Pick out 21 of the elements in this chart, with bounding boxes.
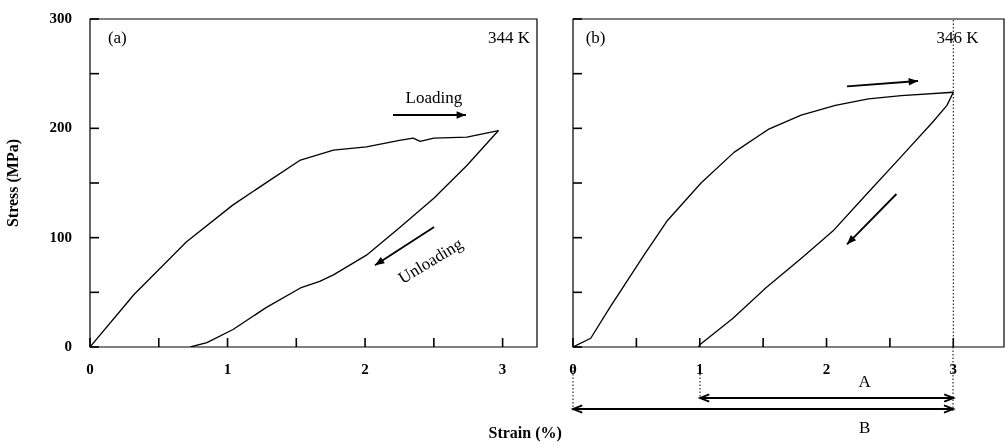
y-tick-label: 100	[49, 228, 72, 245]
annotation: Loading	[405, 88, 463, 108]
x-tick-label: 2	[361, 360, 369, 377]
x-tick-label: 0	[569, 360, 577, 377]
x-tick-label: 3	[949, 360, 958, 377]
x-tick-label: 1	[696, 360, 704, 377]
y-axis-title: Stress (MPa)	[3, 138, 22, 228]
y-tick-label: 200	[49, 119, 72, 136]
x-tick-label: 0	[86, 360, 94, 377]
x-tick-label: 1	[223, 360, 232, 377]
x-axis-title: Strain (%)	[488, 424, 562, 442]
y-tick-label: 300	[49, 9, 72, 26]
annotation: (a)	[107, 28, 127, 48]
x-tick-label: 3	[498, 360, 507, 377]
annotation: (b)	[585, 28, 606, 48]
text: A	[858, 372, 872, 392]
x-tick-label: 2	[822, 360, 831, 377]
y-tick-label: 0	[64, 337, 72, 354]
annotation: 344 K	[488, 28, 531, 48]
text: B	[858, 418, 871, 438]
annotation: 346 K	[936, 28, 980, 48]
